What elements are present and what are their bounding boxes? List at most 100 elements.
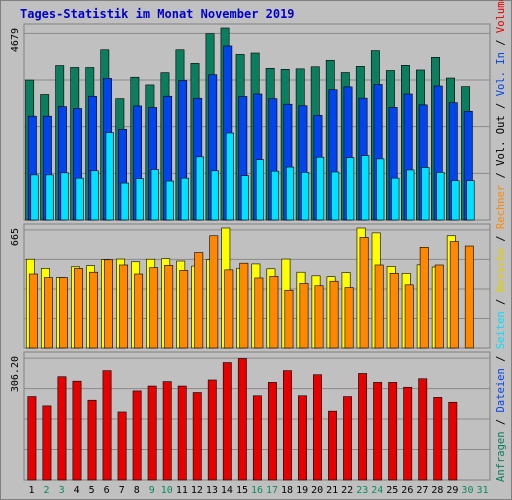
y-max-label-1: 4679 — [10, 28, 21, 52]
bar-seiten-24 — [376, 158, 385, 221]
bar-seiten-26 — [406, 169, 415, 221]
bar-rechner-23 — [359, 237, 369, 349]
bar-seiten-3 — [60, 172, 69, 221]
bar-seiten-9 — [150, 169, 159, 221]
bar-rechner-29 — [449, 241, 459, 349]
bar-seiten-25 — [391, 177, 400, 221]
bar-volumen-23 — [358, 373, 368, 481]
x-tick-label-17: 17 — [266, 485, 278, 496]
bar-seiten-19 — [301, 172, 310, 221]
bar-rechner-6 — [104, 259, 113, 349]
bar-volumen-16 — [252, 395, 262, 481]
legend-segment-5: / — [495, 292, 507, 311]
x-tick-label-6: 6 — [104, 485, 110, 496]
bar-volumen-21 — [328, 410, 337, 481]
bar-seiten-20 — [316, 156, 325, 221]
x-tick-label-4: 4 — [74, 485, 80, 496]
bar-seiten-14 — [225, 132, 234, 221]
x-tick-label-21: 21 — [326, 485, 338, 496]
bar-volumen-18 — [283, 370, 292, 481]
bar-seiten-22 — [346, 157, 355, 221]
x-tick-label-19: 19 — [296, 485, 308, 496]
x-tick-label-18: 18 — [281, 485, 293, 496]
y-max-label-2: 665 — [10, 228, 21, 246]
x-tick-label-26: 26 — [401, 485, 413, 496]
bar-seiten-5 — [90, 170, 99, 221]
bar-rechner-27 — [419, 247, 429, 349]
x-tick-label-23: 23 — [356, 485, 368, 496]
bar-seiten-23 — [361, 155, 370, 221]
x-tick-label-11: 11 — [176, 485, 188, 496]
x-tick-label-28: 28 — [431, 485, 443, 496]
bar-volumen-24 — [373, 382, 383, 481]
bar-seiten-2 — [45, 174, 54, 221]
bar-volumen-2 — [42, 405, 52, 481]
x-tick-label-13: 13 — [206, 485, 218, 496]
bar-seiten-29 — [451, 180, 460, 221]
bar-volumen-26 — [403, 386, 413, 481]
bar-seiten-28 — [436, 172, 445, 221]
bar-rechner-18 — [284, 289, 294, 349]
bar-volumen-22 — [343, 396, 353, 481]
bar-seiten-15 — [240, 175, 250, 221]
bar-rechner-1 — [28, 273, 38, 349]
bar-rechner-5 — [89, 271, 98, 349]
x-tick-label-8: 8 — [134, 485, 140, 496]
bar-seiten-6 — [105, 132, 114, 221]
bar-volumen-11 — [177, 385, 187, 481]
bar-seiten-1 — [30, 174, 39, 221]
bar-seiten-17 — [270, 170, 280, 221]
bar-rechner-24 — [374, 264, 384, 349]
bar-seiten-12 — [195, 156, 204, 221]
bar-rechner-11 — [179, 270, 189, 349]
bar-volumen-12 — [192, 392, 202, 481]
bar-seiten-10 — [165, 180, 174, 221]
bar-volumen-19 — [298, 395, 307, 481]
legend-segment-14: Volumen — [495, 0, 507, 33]
bar-volumen-14 — [222, 362, 232, 481]
legend-segment-13: / — [495, 33, 507, 52]
bar-volumen-17 — [267, 382, 277, 481]
bar-rechner-3 — [59, 277, 68, 349]
x-tick-label-1: 1 — [29, 485, 35, 496]
bar-volumen-10 — [162, 381, 172, 481]
bar-rechner-30 — [464, 245, 474, 349]
bar-rechner-7 — [119, 264, 129, 349]
bar-volumen-29 — [448, 401, 458, 481]
bar-rechner-19 — [299, 283, 309, 349]
bar-rechner-25 — [389, 272, 399, 349]
x-tick-label-25: 25 — [386, 485, 398, 496]
legend-segment-11: / — [495, 96, 507, 115]
bar-volumen-5 — [87, 399, 97, 481]
bar-seiten-30 — [466, 180, 475, 221]
bar-rechner-9 — [149, 267, 159, 349]
bar-rechner-20 — [314, 285, 324, 349]
legend-segment-1: / — [495, 412, 507, 431]
bar-volumen-15 — [237, 358, 247, 481]
bar-seiten-7 — [120, 182, 129, 221]
legend-segment-7: / — [495, 229, 507, 248]
bar-rechner-13 — [209, 235, 219, 349]
legend-segment-12: Vol. In — [495, 52, 507, 96]
bar-seiten-11 — [180, 177, 189, 221]
bar-rechner-8 — [134, 273, 144, 349]
legend-segment-9: / — [495, 166, 507, 185]
x-tick-label-7: 7 — [119, 485, 125, 496]
bar-volumen-13 — [207, 379, 217, 481]
bar-rechner-26 — [404, 284, 414, 349]
legend-segment-3: / — [495, 349, 507, 368]
x-tick-label-9: 9 — [149, 485, 155, 496]
bar-seiten-8 — [135, 178, 144, 221]
x-tick-label-31: 31 — [476, 485, 488, 496]
bar-volumen-9 — [147, 385, 157, 481]
bar-rechner-22 — [344, 287, 354, 349]
bar-volumen-4 — [72, 380, 82, 481]
legend-segment-8: Rechner — [495, 185, 507, 229]
bar-rechner-12 — [194, 252, 204, 349]
bar-volumen-8 — [132, 390, 142, 481]
bar-seiten-13 — [210, 170, 219, 221]
x-tick-label-14: 14 — [221, 485, 233, 496]
bar-seiten-27 — [421, 167, 430, 221]
x-tick-label-30: 30 — [461, 485, 473, 496]
